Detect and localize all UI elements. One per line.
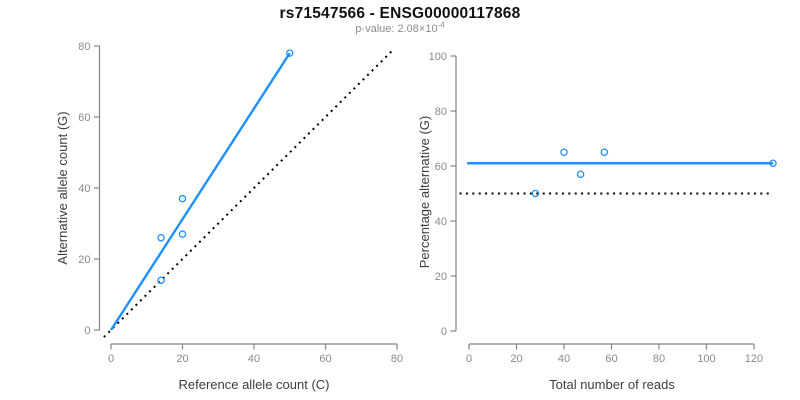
x-tick-label: 0 <box>466 353 472 365</box>
x-tick-label: 40 <box>248 353 260 365</box>
y-tick-label: 20 <box>435 271 447 283</box>
y-tick-label: 80 <box>435 106 447 118</box>
p-value-exponent: -4 <box>437 20 445 30</box>
x-tick-label: 0 <box>108 353 114 365</box>
x-tick-label: 20 <box>510 353 522 365</box>
x-tick-label: 80 <box>653 353 665 365</box>
x-tick-label: 40 <box>558 353 570 365</box>
data-point <box>769 159 777 167</box>
data-point <box>560 148 568 156</box>
left-plot: Reference allele count (C) Alternative a… <box>55 41 403 392</box>
y-tick-label: 0 <box>441 326 447 338</box>
left-plot-axes: 0 20 40 60 80 0 20 40 60 80 <box>78 41 403 365</box>
data-point <box>576 170 585 178</box>
right-plot-axes: 0 20 40 60 80 100 120 0 20 40 60 80 100 <box>429 51 764 365</box>
y-tick-label: 20 <box>78 254 90 266</box>
right-y-axis-label: Percentage alternative (G) <box>417 116 432 268</box>
data-point <box>531 189 540 198</box>
right-plot-marks <box>459 148 777 198</box>
x-tick-label: 100 <box>697 353 715 365</box>
y-tick-label: 60 <box>435 161 447 173</box>
p-value-text: p-value: 2.08×10 <box>355 23 438 35</box>
x-tick-label: 20 <box>176 353 188 365</box>
y-tick-label: 40 <box>435 216 447 228</box>
identity-line <box>103 48 395 338</box>
data-point <box>157 233 165 242</box>
data-point <box>157 276 165 285</box>
left-plot-marks <box>103 48 395 338</box>
fit-line <box>109 52 291 331</box>
y-tick-label: 0 <box>84 325 90 337</box>
right-plot: Total number of reads Percentage alterna… <box>417 51 777 392</box>
x-tick-label: 60 <box>319 353 331 365</box>
y-tick-label: 60 <box>78 112 90 124</box>
figure-title: rs71547566 - ENSG00000117868 <box>279 5 521 22</box>
data-point <box>600 148 609 156</box>
figure-subtitle: p-value: 2.08×10-4 <box>0 20 800 35</box>
y-tick-label: 80 <box>78 41 90 53</box>
y-tick-label: 40 <box>78 183 90 195</box>
x-tick-label: 80 <box>391 353 403 365</box>
right-x-axis-label: Total number of reads <box>549 377 675 392</box>
y-tick-label: 100 <box>429 51 447 63</box>
data-point <box>178 230 187 238</box>
left-y-axis-label: Alternative allele count (G) <box>55 111 70 264</box>
data-point <box>285 49 294 57</box>
x-tick-label: 60 <box>605 353 617 365</box>
x-tick-label: 120 <box>745 353 763 365</box>
data-point <box>178 194 187 203</box>
left-x-axis-label: Reference allele count (C) <box>178 377 329 392</box>
